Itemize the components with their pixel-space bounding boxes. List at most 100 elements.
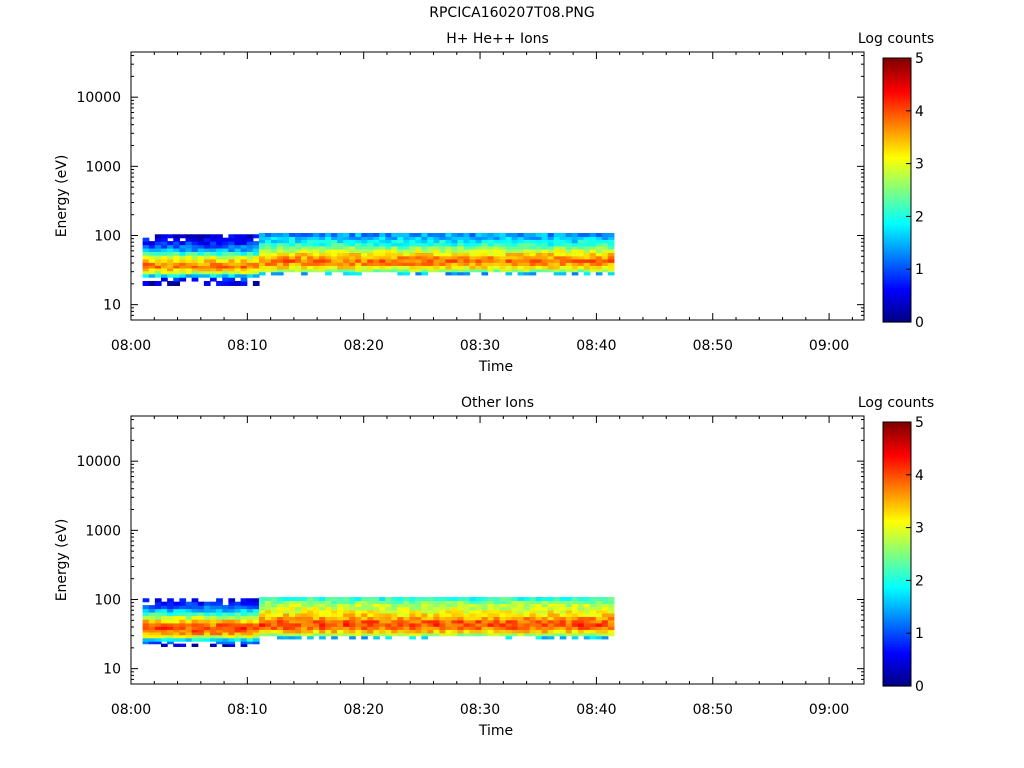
heatmap-cell — [197, 605, 205, 610]
heatmap-cell — [571, 612, 579, 617]
heatmap-cell — [265, 248, 272, 253]
heatmap-cell — [277, 258, 284, 263]
heatmap-cell — [559, 635, 567, 640]
heatmap-cell — [385, 632, 392, 637]
heatmap-cell — [379, 600, 386, 604]
heatmap-cell — [553, 612, 561, 617]
heatmap-cell — [216, 280, 223, 286]
heatmap-cell — [415, 271, 422, 276]
heatmap-cell — [154, 631, 162, 636]
colorbar-segment — [883, 171, 911, 175]
heatmap-cell — [265, 600, 272, 604]
heatmap-cell — [607, 233, 615, 238]
heatmap-cell — [337, 629, 344, 634]
heatmap-cell — [301, 271, 308, 276]
heatmap-cell — [313, 252, 320, 257]
heatmap-cell — [191, 622, 199, 627]
heatmap-cell — [559, 622, 567, 627]
heatmap-cell — [439, 600, 447, 604]
heatmap-cell — [403, 258, 410, 263]
heatmap-cell — [246, 611, 254, 616]
colorbar-segment — [883, 174, 911, 178]
colorbar-segment — [883, 258, 911, 262]
colorbar-segment — [883, 129, 911, 133]
heatmap-cell — [445, 619, 453, 624]
heatmap-cell — [216, 258, 223, 263]
heatmap-cell — [283, 606, 290, 611]
colorbar-tick-label: 0 — [915, 679, 924, 695]
heatmap-cell — [601, 619, 609, 624]
heatmap-cell — [469, 233, 477, 238]
heatmap-cell — [385, 262, 392, 266]
heatmap-cell — [355, 622, 362, 627]
heatmap-cell — [523, 265, 531, 270]
heatmap-cell — [246, 251, 254, 256]
heatmap-cell — [167, 615, 174, 620]
heatmap-cell — [595, 619, 603, 624]
heatmap-cell — [439, 265, 447, 270]
heatmap-cell — [589, 632, 597, 637]
heatmap-cell — [487, 619, 495, 624]
heatmap-cell — [325, 629, 332, 634]
heatmap-cell — [173, 265, 180, 269]
heatmap-cell — [445, 606, 453, 611]
heatmap-cell — [595, 245, 603, 250]
heatmap-cell — [391, 258, 398, 263]
heatmap-cell — [301, 603, 308, 608]
heatmap-cell — [445, 252, 453, 257]
heatmap-cell — [415, 236, 422, 240]
heatmap-cell — [154, 637, 162, 642]
heatmap-cell — [445, 248, 453, 253]
heatmap-cell — [331, 239, 338, 244]
heatmap-cell — [173, 619, 180, 624]
colorbar-segment — [883, 155, 911, 159]
heatmap-cell — [499, 248, 507, 253]
heatmap-cell — [595, 616, 603, 621]
colorbar-segment — [883, 627, 911, 632]
heatmap-cell — [265, 612, 272, 617]
heatmap-cell — [234, 601, 242, 606]
heatmap-cell — [547, 619, 555, 624]
heatmap-cell — [397, 248, 404, 253]
heatmap-cell — [373, 258, 380, 263]
colorbar-segment — [883, 261, 911, 265]
heatmap-cell — [191, 634, 199, 639]
heatmap-cell — [277, 619, 284, 624]
heatmap-cell — [397, 629, 404, 634]
heatmap-cell — [173, 237, 180, 242]
heatmap-cell — [391, 619, 398, 624]
heatmap-cell — [271, 600, 278, 604]
heatmap-cell — [283, 245, 290, 250]
heatmap-cell — [397, 233, 404, 238]
heatmap-cell — [222, 626, 229, 630]
heatmap-cell — [397, 612, 404, 617]
heatmap-cell — [583, 603, 591, 608]
heatmap-cell — [427, 268, 434, 273]
colorbar-segment — [883, 266, 911, 270]
heatmap-cell — [583, 609, 591, 614]
heatmap-cell — [167, 270, 174, 275]
heatmap-cell — [517, 609, 525, 614]
heatmap-cell — [289, 233, 296, 238]
heatmap-cell — [265, 609, 272, 614]
heatmap-cell — [535, 603, 543, 608]
heatmap-cell — [499, 258, 507, 263]
colorbar-tick-label: 1 — [915, 626, 924, 642]
heatmap-cell — [228, 273, 236, 278]
colorbar-segment — [883, 569, 911, 574]
heatmap-cell — [252, 270, 260, 275]
heatmap-cell — [481, 242, 489, 247]
heatmap-cell — [379, 632, 386, 637]
heatmap-cell — [283, 612, 290, 617]
heatmap-cell — [535, 248, 543, 253]
heatmap-cell — [173, 280, 180, 286]
colorbar-segment — [883, 646, 911, 650]
heatmap-cell — [481, 268, 489, 273]
heatmap-cell — [154, 634, 162, 639]
heatmap-cell — [511, 626, 519, 630]
colorbar-segment — [883, 641, 911, 645]
heatmap-cell — [535, 606, 543, 611]
heatmap-cell — [222, 247, 229, 252]
heatmap-cell — [142, 270, 150, 275]
colorbar-label: Log counts — [858, 31, 934, 47]
